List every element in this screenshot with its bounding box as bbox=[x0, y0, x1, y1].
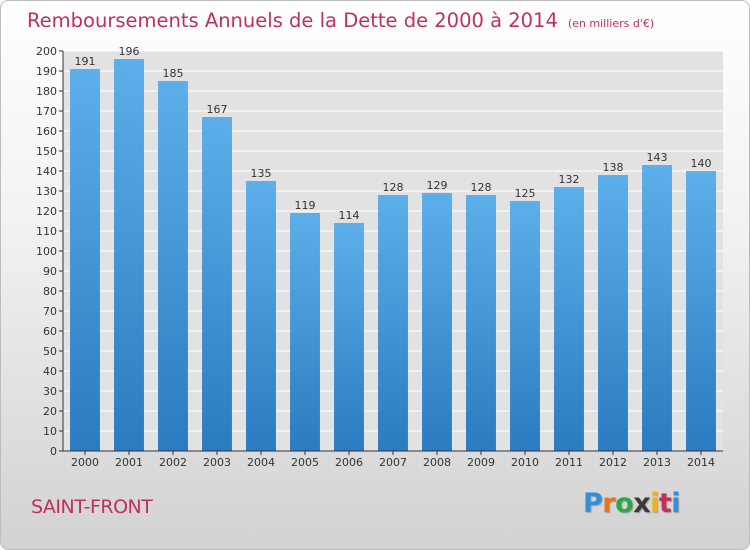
y-axis-ticks: 0 10 20 30 40 50 60 70 80 90 100 110 120 130 140 150 160… bbox=[36, 45, 63, 458]
logo-letter: t bbox=[658, 488, 672, 519]
y-tick-label: 200 bbox=[36, 45, 57, 58]
logo-letter: r bbox=[602, 488, 616, 519]
y-tick-label: 100 bbox=[36, 245, 57, 258]
y-tick-label: 170 bbox=[36, 105, 57, 118]
x-tick-label: 2004 bbox=[247, 456, 275, 469]
bar-2004 bbox=[246, 181, 276, 451]
y-tick-label: 60 bbox=[43, 325, 57, 338]
x-tick-label: 2003 bbox=[203, 456, 231, 469]
place-name: SAINT-FRONT bbox=[31, 496, 153, 518]
bar-2008 bbox=[422, 193, 452, 451]
x-tick-label: 2009 bbox=[467, 456, 495, 469]
bar-2010 bbox=[510, 201, 540, 451]
x-tick-label: 2008 bbox=[423, 456, 451, 469]
data-label-2013: 143 bbox=[647, 151, 668, 164]
x-tick-label: 2012 bbox=[599, 456, 627, 469]
logo-letter: i bbox=[650, 488, 659, 519]
data-label-2007: 128 bbox=[383, 181, 404, 194]
proxiti-logo[interactable]: Proxiti bbox=[583, 488, 681, 519]
data-label-2004: 135 bbox=[251, 167, 272, 180]
y-tick-label: 40 bbox=[43, 365, 57, 378]
bar-2000 bbox=[70, 69, 100, 451]
y-tick-label: 120 bbox=[36, 205, 57, 218]
logo-letter: x bbox=[633, 488, 651, 519]
data-label-2005: 119 bbox=[295, 199, 316, 212]
data-label-2012: 138 bbox=[603, 161, 624, 174]
y-tick-label: 70 bbox=[43, 305, 57, 318]
chart-title-text: Remboursements Annuels de la Dette de 20… bbox=[27, 9, 558, 32]
x-tick-label: 2011 bbox=[555, 456, 583, 469]
logo-letter: i bbox=[671, 488, 681, 519]
data-label-2010: 125 bbox=[515, 187, 536, 200]
y-tick-label: 190 bbox=[36, 65, 57, 78]
bars bbox=[70, 59, 716, 451]
x-tick-label: 2014 bbox=[687, 456, 715, 469]
x-axis-ticks: 2000 2001 2002 2003 2004 2005 2006 2007 2008 2009… bbox=[71, 451, 715, 469]
bar-2013 bbox=[642, 165, 672, 451]
bar-2006 bbox=[334, 223, 364, 451]
bar-2012 bbox=[598, 175, 628, 451]
y-tick-label: 10 bbox=[43, 425, 57, 438]
data-labels: 191 196 185 167 135 119 114 128 129 128 125 132 138 1… bbox=[75, 45, 712, 222]
y-tick-label: 20 bbox=[43, 405, 57, 418]
bar-2001 bbox=[114, 59, 144, 451]
data-label-2001: 196 bbox=[119, 45, 140, 58]
logo-letter: o bbox=[615, 488, 634, 519]
data-label-2003: 167 bbox=[207, 103, 228, 116]
x-tick-label: 2001 bbox=[115, 456, 143, 469]
bar-2007 bbox=[378, 195, 408, 451]
y-tick-label: 130 bbox=[36, 185, 57, 198]
y-tick-label: 90 bbox=[43, 265, 57, 278]
y-tick-label: 160 bbox=[36, 125, 57, 138]
y-tick-label: 140 bbox=[36, 165, 57, 178]
x-tick-label: 2010 bbox=[511, 456, 539, 469]
bar-2014 bbox=[686, 171, 716, 451]
bar-2005 bbox=[290, 213, 320, 451]
bar-2009 bbox=[466, 195, 496, 451]
data-label-2009: 128 bbox=[471, 181, 492, 194]
chart-title: Remboursements Annuels de la Dette de 20… bbox=[27, 9, 654, 32]
bar-2011 bbox=[554, 187, 584, 451]
y-tick-label: 110 bbox=[36, 225, 57, 238]
y-tick-label: 80 bbox=[43, 285, 57, 298]
data-label-2002: 185 bbox=[163, 67, 184, 80]
bar-2002 bbox=[158, 81, 188, 451]
data-label-2006: 114 bbox=[339, 209, 360, 222]
x-tick-label: 2006 bbox=[335, 456, 363, 469]
x-tick-label: 2013 bbox=[643, 456, 671, 469]
x-tick-label: 2005 bbox=[291, 456, 319, 469]
data-label-2008: 129 bbox=[427, 179, 448, 192]
logo-letter: P bbox=[583, 488, 603, 519]
x-tick-label: 2007 bbox=[379, 456, 407, 469]
y-tick-label: 50 bbox=[43, 345, 57, 358]
y-tick-label: 30 bbox=[43, 385, 57, 398]
x-tick-label: 2002 bbox=[159, 456, 187, 469]
data-label-2000: 191 bbox=[75, 55, 96, 68]
y-tick-label: 180 bbox=[36, 85, 57, 98]
chart-subtitle: (en milliers d'€) bbox=[567, 17, 655, 30]
bar-2003 bbox=[202, 117, 232, 451]
x-tick-label: 2000 bbox=[71, 456, 99, 469]
y-tick-label: 0 bbox=[50, 445, 57, 458]
y-tick-label: 150 bbox=[36, 145, 57, 158]
data-label-2011: 132 bbox=[559, 173, 580, 186]
data-label-2014: 140 bbox=[691, 157, 712, 170]
